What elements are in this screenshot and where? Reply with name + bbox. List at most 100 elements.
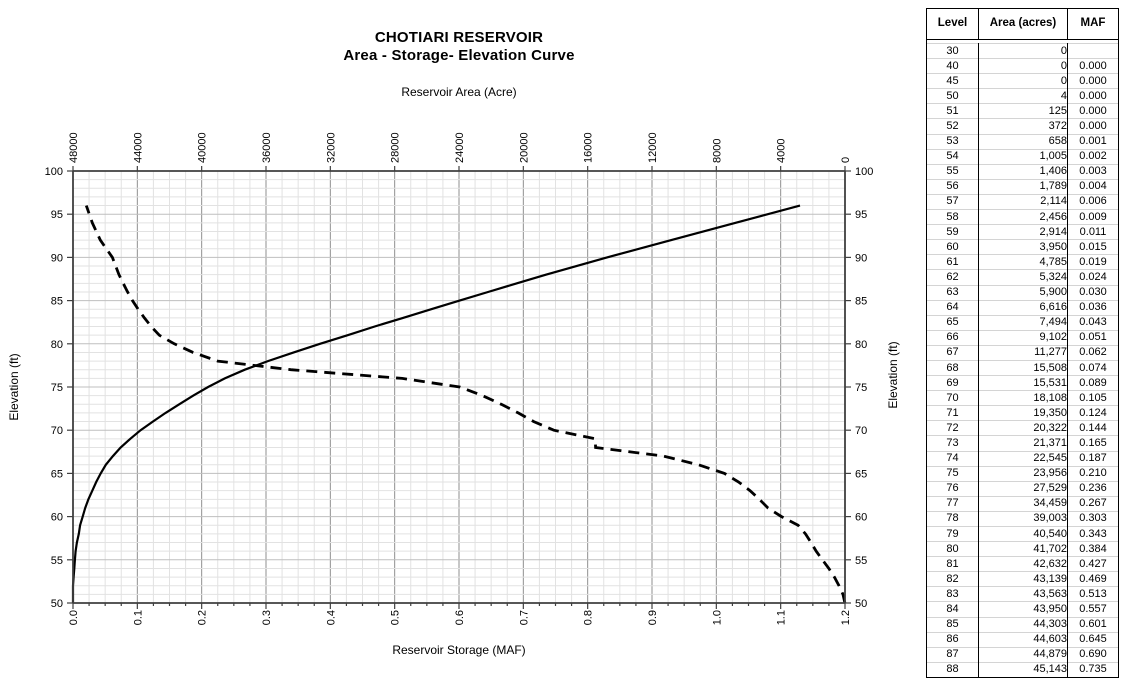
maf-cell: 0.513 — [1067, 586, 1119, 602]
table-row: 85 44,303 0.601 — [926, 616, 1119, 633]
table-row: 86 44,603 0.645 — [926, 631, 1119, 648]
table-row: 69 15,531 0.089 — [926, 375, 1119, 391]
area-cell: 5,900 — [978, 284, 1068, 301]
right-tick-label: 70 — [855, 425, 867, 437]
bottom-tick-label: 0.7 — [518, 610, 530, 625]
area-cell: 658 — [978, 133, 1068, 150]
bottom-tick-label: 1.2 — [840, 610, 852, 625]
level-cell: 76 — [926, 480, 979, 497]
table-row: 57 2,114 0.006 — [926, 193, 1119, 210]
table-header-row: Level Area (acres) MAF — [926, 8, 1119, 40]
area-cell: 125 — [978, 103, 1068, 119]
area-cell: 27,529 — [978, 480, 1068, 497]
maf-cell: 0.002 — [1067, 148, 1119, 165]
maf-cell: 0.000 — [1067, 58, 1119, 74]
level-cell: 55 — [926, 163, 979, 180]
level-cell: 69 — [926, 375, 979, 391]
level-cell: 70 — [926, 390, 979, 406]
area-cell: 4,785 — [978, 254, 1068, 270]
area-cell: 0 — [978, 58, 1068, 74]
bottom-tick-label: 0.8 — [583, 610, 595, 625]
area-cell: 19,350 — [978, 405, 1068, 421]
maf-cell: 0.036 — [1067, 299, 1119, 316]
chart-area: 48000 44000 40000 36000 32000 28000 24000 20000… — [7, 29, 900, 657]
area-cell: 22,545 — [978, 450, 1068, 467]
level-cell: 58 — [926, 209, 979, 225]
table-row: 53 658 0.001 — [926, 133, 1119, 150]
top-axis-title: Reservoir Area (Acre) — [401, 85, 517, 99]
top-tick-label: 20000 — [518, 132, 530, 163]
level-cell: 67 — [926, 344, 979, 361]
area-cell: 42,632 — [978, 556, 1068, 572]
area-cell: 1,005 — [978, 148, 1068, 165]
chart-subtitle: Area - Storage- Elevation Curve — [343, 47, 575, 64]
left-tick-label: 65 — [51, 468, 63, 480]
level-cell: 61 — [926, 254, 979, 270]
table-row: 52 372 0.000 — [926, 118, 1119, 135]
level-cell: 30 — [926, 42, 979, 59]
level-cell: 88 — [926, 661, 979, 678]
top-tick-label: 8000 — [711, 139, 723, 163]
area-cell: 3,950 — [978, 239, 1068, 255]
area-cell: 18,108 — [978, 390, 1068, 406]
level-cell: 78 — [926, 510, 979, 527]
table-row: 63 5,900 0.030 — [926, 284, 1119, 301]
chart-title: CHOTIARI RESERVOIR — [374, 29, 544, 46]
maf-cell: 0.144 — [1067, 420, 1119, 436]
area-cell: 5,324 — [978, 269, 1068, 285]
level-cell: 54 — [926, 148, 979, 165]
maf-cell: 0.015 — [1067, 239, 1119, 255]
table-row: 87 44,879 0.690 — [926, 646, 1119, 663]
level-cell: 81 — [926, 556, 979, 572]
level-cell: 79 — [926, 525, 979, 542]
bottom-tick-label: 1.0 — [711, 610, 723, 625]
table-row: 58 2,456 0.009 — [926, 209, 1119, 225]
left-tick-label: 55 — [51, 555, 63, 567]
table-row: 71 19,350 0.124 — [926, 405, 1119, 421]
top-tick-label: 4000 — [776, 139, 788, 163]
maf-cell: 0.024 — [1067, 269, 1119, 285]
area-cell: 15,531 — [978, 375, 1068, 391]
maf-cell: 0.210 — [1067, 465, 1119, 482]
level-area-maf-table: Level Area (acres) MAF 30 0 40 0 0.000 45 0 0.0… — [926, 8, 1119, 678]
level-cell: 53 — [926, 133, 979, 150]
area-cell: 2,114 — [978, 193, 1068, 210]
area-cell: 0 — [978, 42, 1068, 59]
area-cell: 43,139 — [978, 571, 1068, 587]
maf-cell: 0.343 — [1067, 525, 1119, 542]
maf-cell: 0.011 — [1067, 224, 1119, 240]
maf-cell: 0.236 — [1067, 480, 1119, 497]
table-row: 40 0 0.000 — [926, 58, 1119, 74]
bottom-tick-label: 0.6 — [454, 610, 466, 625]
table-spacer-row — [926, 39, 1119, 44]
level-cell: 64 — [926, 299, 979, 316]
top-tick-label: 28000 — [390, 132, 402, 163]
storage-elevation-curve — [71, 204, 801, 603]
maf-cell: 0.165 — [1067, 435, 1119, 452]
maf-cell: 0.557 — [1067, 601, 1119, 618]
maf-cell: 0.019 — [1067, 254, 1119, 270]
maf-cell: 0.089 — [1067, 375, 1119, 391]
maf-cell: 0.303 — [1067, 510, 1119, 527]
bottom-tick-label: 0.3 — [261, 610, 273, 625]
level-cell: 56 — [926, 178, 979, 195]
top-tick-label: 24000 — [454, 132, 466, 163]
right-tick-label: 80 — [855, 339, 867, 351]
table-row: 60 3,950 0.015 — [926, 239, 1119, 255]
table-row: 30 0 — [926, 42, 1119, 59]
left-tick-label: 75 — [51, 382, 63, 394]
bottom-tick-label: 0.1 — [132, 610, 144, 625]
maf-cell: 0.043 — [1067, 314, 1119, 331]
table-row: 62 5,324 0.024 — [926, 269, 1119, 285]
maf-cell: 0.001 — [1067, 133, 1119, 150]
table-row: 70 18,108 0.105 — [926, 390, 1119, 406]
level-cell: 80 — [926, 541, 979, 557]
level-cell: 77 — [926, 495, 979, 512]
bottom-tick-label: 0.9 — [647, 610, 659, 625]
level-cell: 45 — [926, 73, 979, 89]
area-cell: 43,563 — [978, 586, 1068, 602]
left-tick-label: 60 — [51, 512, 63, 524]
level-cell: 75 — [926, 465, 979, 482]
table-row: 51 125 0.000 — [926, 103, 1119, 119]
level-cell: 62 — [926, 269, 979, 285]
